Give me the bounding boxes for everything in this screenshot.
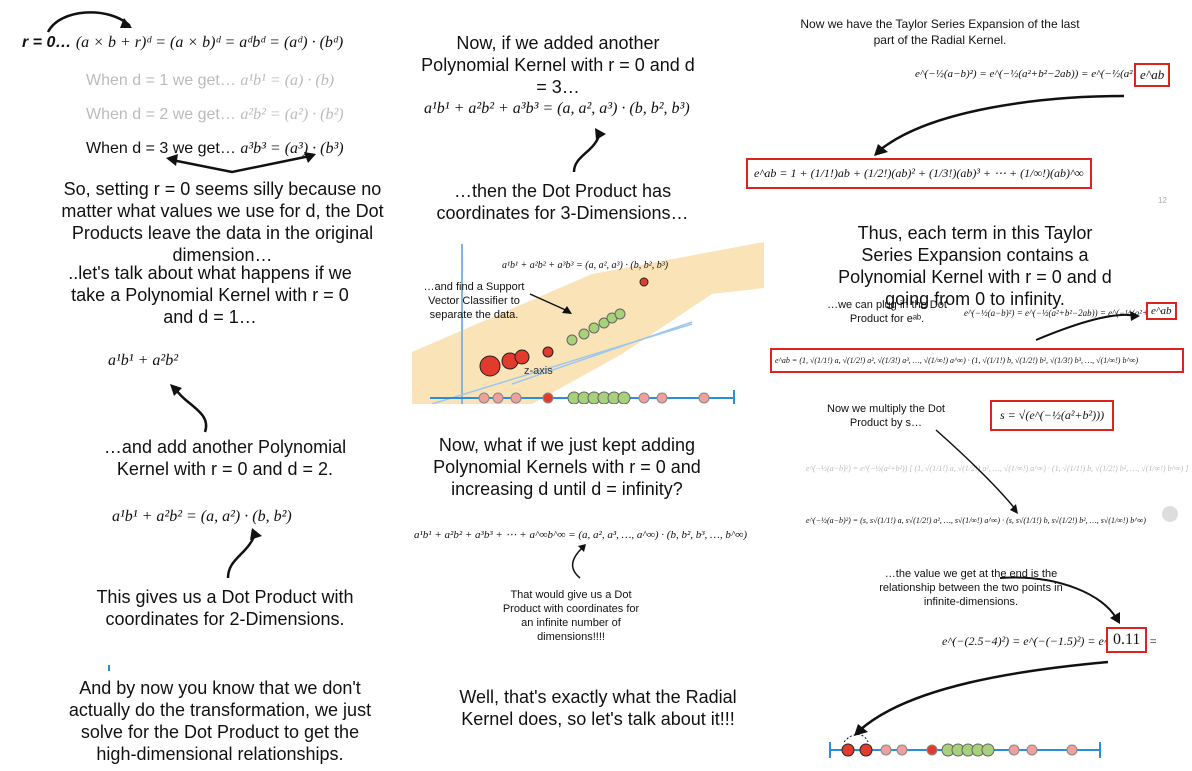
number-line xyxy=(829,734,1101,758)
then-text: …then the Dot Product has coordinates fo… xyxy=(436,181,689,223)
col1-top-formula: r = 0… (a × b + r)ᵈ = (a × b)ᵈ = aᵈbᵈ = … xyxy=(22,34,343,52)
value-text: …the value we get at the end is the rela… xyxy=(879,568,1063,608)
formula-d2: a¹b¹ + a²b² = (a, a²) · (b, b²) xyxy=(112,508,292,525)
eab-box: e^ab xyxy=(1134,63,1171,87)
plot-svg xyxy=(412,242,764,404)
talk-text: ..let's talk about what happens if we ta… xyxy=(68,263,352,327)
arrow-to-result xyxy=(999,576,1120,624)
taylor-series-box: e^ab = 1 + (1/1!)ab + (1/2!)(ab)² + (1/3… xyxy=(746,158,1092,189)
d3-formula: a³b³ = (a³) · (b³) xyxy=(240,140,344,157)
result-box: 0.11 xyxy=(1106,627,1148,653)
d2-line: When d = 2 we get… a²b² = (a²) · (b²) xyxy=(86,104,344,125)
faint-formula: e^(−½(a−b)²) = e^(−½(a²+b²)) [ (1, √(1/1… xyxy=(806,464,1189,473)
expanded-dot-box: e^ab = (1, √(1/1!) a, √(1/2!) a², √(1/3!… xyxy=(770,348,1184,373)
d2-formula: a²b² = (a²) · (b²) xyxy=(240,106,344,123)
plot-note: …and find a Support Vector Classifier to… xyxy=(423,281,525,321)
arrow-diag xyxy=(935,429,1018,514)
radial-formula-small: e^(−½(a−b)²) = e^(−½(a²+b²−2ab)) = e^(−½… xyxy=(964,308,1162,318)
d3-line: When d = 3 we get… a³b³ = (a³) · (b³) xyxy=(86,138,344,159)
arrow-up-3 xyxy=(572,128,606,173)
corner-mark: 12 xyxy=(1158,196,1167,205)
arrow-top-curve xyxy=(46,11,132,33)
z-axis-label: z-axis xyxy=(524,365,553,377)
d2-prefix: When d = 2 we get… xyxy=(86,106,236,123)
thus-text: Thus, each term in this Taylor Series Ex… xyxy=(838,223,1112,309)
formula-infinity: a¹b¹ + a²b² + a³b³ + ⋯ + a^∞b^∞ = (a, a²… xyxy=(414,529,747,541)
blue-tick xyxy=(108,665,110,671)
d1-line: When d = 1 we get… a¹b¹ = (a) · (b) xyxy=(86,70,334,91)
d1-formula: a¹b¹ = (a) · (b) xyxy=(240,72,335,89)
add-text: …and add another Polynomial Kernel with … xyxy=(103,437,347,479)
plot-formula: a¹b¹ + a²b² + a³b³ = (a, a², a³) · (b, b… xyxy=(502,260,669,271)
arrow-up-2 xyxy=(226,528,262,579)
multiply-text: Now we multiply the Dot Product by s… xyxy=(827,403,945,429)
double-arrow xyxy=(166,152,316,174)
radial-text: Well, that's exactly what the Radial Ker… xyxy=(459,687,737,729)
d3-prefix: When d = 3 we get… xyxy=(86,140,236,157)
plug-text: …we can plug in the Dot Product for eᵃᵇ. xyxy=(827,299,947,325)
silly-text: So, setting r = 0 seems silly because no… xyxy=(61,179,384,265)
eab-box-small: e^ab xyxy=(1146,302,1177,320)
partial-icon xyxy=(1162,506,1178,522)
arrow-up-4 xyxy=(571,544,586,579)
binomial-formula: (a × b + r)ᵈ = (a × b)ᵈ = aᵈbᵈ = (aᵈ) · … xyxy=(75,34,344,51)
d1-prefix: When d = 1 we get… xyxy=(86,72,236,89)
radial-formula: e^(−½(a−b)²) = e^(−½(a²+b²−2ab)) = e^(−½… xyxy=(915,68,1157,80)
svm-plot: a¹b¹ + a²b² + a³b³ = (a, a², a³) · (b, b… xyxy=(412,234,764,404)
arrow-small xyxy=(1035,311,1140,341)
s-formula-box: s = √(e^(−½(a²+b²))) xyxy=(990,400,1115,431)
formula-d3: a¹b¹ + a²b² + a³b³ = (a, a², a³) · (b, b… xyxy=(424,100,690,117)
infinite-text: That would give us a Dot Product with co… xyxy=(502,589,640,643)
added-text: Now, if we added another Polynomial Kern… xyxy=(421,33,695,97)
kept-text: Now, what if we just kept adding Polynom… xyxy=(433,435,701,499)
arrow-to-line xyxy=(854,660,1109,736)
taylor-title: Now we have the Taylor Series Expansion … xyxy=(800,17,1080,47)
final-formula: e^(−½(a−b)²) = (s, s√(1/1!) a, s√(1/2!) … xyxy=(806,516,1146,525)
numeric-formula: e^(−(2.5−4)²) = e^(−(−1.5)²) = e^(−2.25)… xyxy=(942,634,1158,648)
arrow-up-1 xyxy=(170,384,208,433)
formula-d1: a¹b¹ + a²b² xyxy=(108,352,178,369)
arrow-curve-down xyxy=(874,94,1125,156)
bynow-text: And by now you know that we don't actual… xyxy=(68,678,372,764)
r-zero-label: r = 0… xyxy=(22,34,72,51)
gives-text: This gives us a Dot Product with coordin… xyxy=(96,587,354,629)
